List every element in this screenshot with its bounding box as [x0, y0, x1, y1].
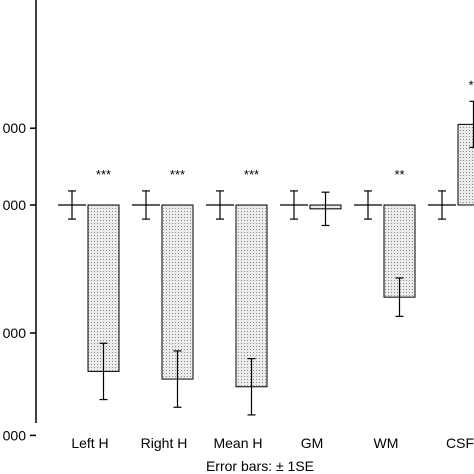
x-tick-label: Mean H	[213, 435, 262, 451]
x-tick-label: WM	[374, 435, 399, 451]
significance-label: ***	[170, 167, 185, 182]
x-tick-label: Left H	[71, 435, 108, 451]
bar-csf	[457, 123, 474, 206]
x-tick-label: Right H	[141, 435, 188, 451]
significance-label: **	[394, 167, 404, 182]
y-tick-label: 000	[3, 427, 27, 443]
x-axis-label: Error bars: ± 1SE	[206, 458, 314, 474]
y-tick-label: 000	[3, 120, 27, 136]
bar-mean-h	[235, 204, 268, 388]
significance-label: **	[468, 77, 474, 92]
y-tick-label: 000	[3, 197, 27, 213]
x-tick-label: CSF	[446, 435, 474, 451]
significance-label: ***	[96, 167, 111, 182]
y-tick-label: 000	[3, 325, 27, 341]
x-tick-label: GM	[301, 435, 324, 451]
significance-label: ***	[244, 167, 259, 182]
